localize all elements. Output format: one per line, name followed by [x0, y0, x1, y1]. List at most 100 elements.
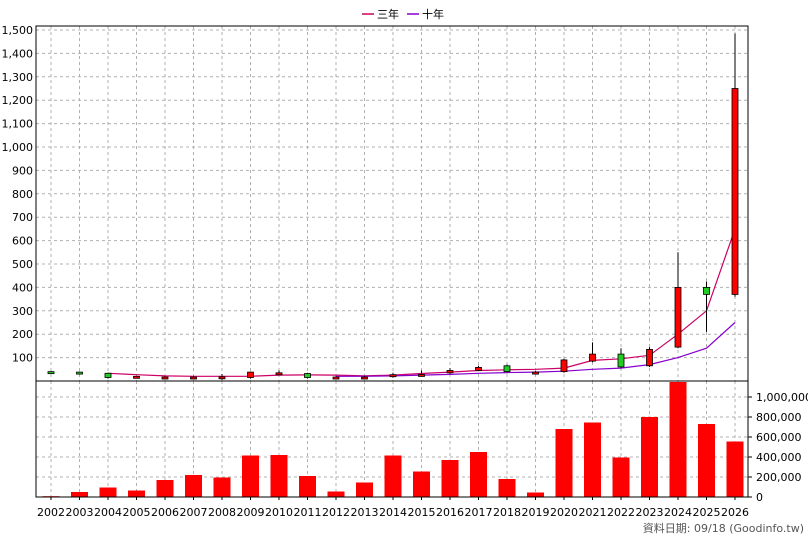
candle-body	[617, 353, 625, 368]
candle	[703, 281, 710, 332]
x-tick-label: 2018	[493, 506, 521, 519]
price-tick-label: 800	[12, 188, 33, 201]
candles	[47, 33, 739, 380]
price-tick-label: 600	[12, 235, 33, 248]
volume-bar	[441, 460, 459, 497]
price-tick-label: 1,500	[2, 24, 34, 37]
candle-body	[589, 353, 596, 362]
volume-bar	[356, 482, 373, 497]
price-tick-label: 1,100	[2, 118, 34, 131]
volume-bar	[128, 490, 145, 497]
candle-body	[47, 371, 55, 375]
x-tick-label: 2009	[237, 506, 265, 519]
price-tick-label: 900	[12, 164, 33, 177]
candle-body	[76, 371, 83, 375]
x-tick-label: 2016	[436, 506, 464, 519]
candle	[190, 375, 197, 380]
candle-body	[703, 286, 710, 295]
candle	[589, 342, 596, 363]
volume-bar	[555, 429, 573, 497]
legend-ma3-label: 三年	[377, 7, 399, 21]
volume-bar	[698, 424, 715, 497]
x-tick-label: 2004	[94, 506, 122, 519]
candle	[247, 371, 254, 379]
x-tick-label: 2006	[151, 506, 179, 519]
volume-tick-label: 0	[756, 491, 763, 504]
volume-tick-label: 800,000	[756, 411, 802, 424]
volume-tick-label: 600,000	[756, 431, 802, 444]
candle-body	[560, 359, 568, 373]
candle-body	[475, 367, 482, 371]
candle	[47, 371, 55, 375]
candle-body	[133, 375, 140, 379]
x-axis: 2002 2003 2004 2005 2006 2007 2008 2009 2010 2011…	[37, 497, 749, 519]
volume-bar	[156, 480, 174, 497]
x-tick-label: 2003	[66, 506, 94, 519]
volume-bar	[299, 476, 316, 497]
price-tick-label: 1,300	[2, 71, 34, 84]
x-tick-label: 2023	[636, 506, 664, 519]
candle	[475, 365, 482, 372]
volume-bar	[327, 491, 345, 497]
x-tick-label: 2010	[265, 506, 293, 519]
candle-body	[247, 371, 254, 378]
candle	[446, 368, 454, 374]
candle	[646, 347, 653, 367]
candle	[161, 376, 169, 380]
price-tick-label: 700	[12, 211, 33, 224]
price-grid	[36, 26, 748, 381]
candle	[76, 371, 83, 375]
candle	[731, 33, 739, 297]
candle-body	[418, 374, 425, 377]
volume-y-axis: 0 200,000 400,000 600,000 800,000 1,000,000	[748, 391, 808, 504]
price-tick-label: 200	[12, 328, 33, 341]
x-tick-label: 2024	[664, 506, 692, 519]
candle-body	[104, 372, 112, 378]
candle-body	[532, 371, 539, 375]
candle-body	[332, 376, 340, 380]
candle	[275, 370, 283, 376]
candle	[304, 372, 311, 379]
x-tick-label: 2020	[550, 506, 578, 519]
volume-bar	[384, 455, 402, 497]
volume-bar	[498, 479, 516, 497]
x-tick-label: 2017	[465, 506, 493, 519]
volume-bar	[584, 422, 601, 497]
x-tick-label: 2005	[123, 506, 151, 519]
price-tick-label: 1,200	[2, 94, 34, 107]
volume-bar	[99, 487, 117, 497]
price-panel-frame	[35, 25, 749, 382]
volume-tick-label: 400,000	[756, 451, 802, 464]
candle	[674, 252, 682, 349]
candle-body	[446, 370, 454, 374]
x-tick-label: 2022	[607, 506, 635, 519]
volume-bar	[527, 492, 544, 497]
candle-body	[190, 376, 197, 380]
x-tick-label: 2007	[180, 506, 208, 519]
candle-body	[361, 376, 368, 380]
volume-bar	[669, 382, 687, 497]
volume-bar	[242, 455, 259, 497]
candle-body	[731, 88, 739, 295]
candle	[532, 371, 539, 375]
candle-body	[218, 376, 226, 380]
volume-panel: 0 200,000 400,000 600,000 800,000 1,000,000	[35, 380, 808, 504]
volume-bar	[185, 475, 202, 497]
candle-body	[275, 372, 283, 376]
volume-bar	[641, 417, 658, 497]
candle	[617, 348, 625, 369]
x-tick-label: 2026	[721, 506, 749, 519]
price-tick-label: 1,000	[2, 141, 34, 154]
candle-body	[304, 373, 311, 378]
price-panel: 100 200 300 400 500 600 700 800 900 1,000 1,100 1,2…	[2, 24, 749, 382]
price-tick-label: 1,400	[2, 47, 34, 60]
price-tick-label: 400	[12, 281, 33, 294]
volume-bar	[470, 452, 487, 497]
candle	[332, 376, 340, 380]
price-tick-label: 500	[12, 258, 33, 271]
candle-body	[161, 376, 169, 380]
x-tick-label: 2012	[322, 506, 350, 519]
x-tick-label: 2015	[408, 506, 436, 519]
candle-body	[389, 374, 397, 378]
